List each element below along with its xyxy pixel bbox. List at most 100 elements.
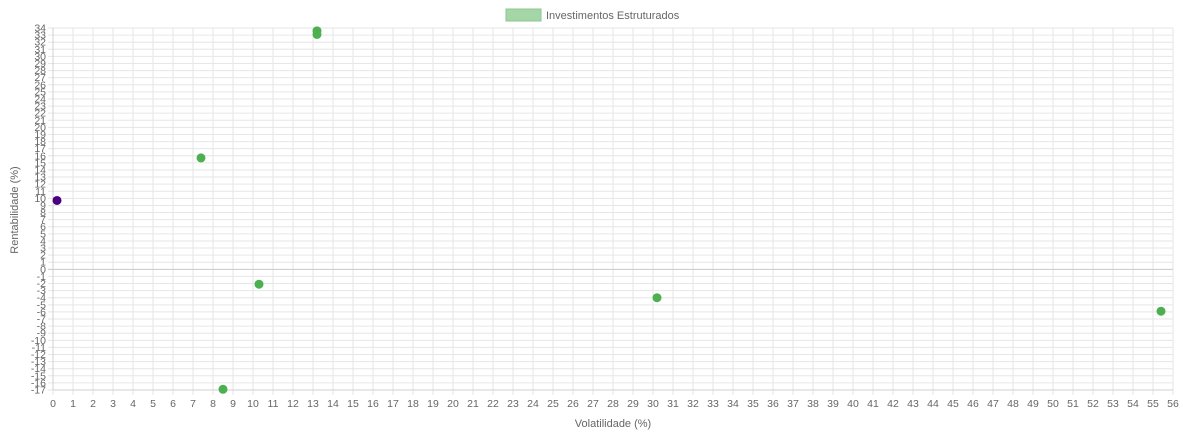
y-tick-label: 34 [34, 23, 46, 35]
x-tick-label: 18 [407, 398, 419, 410]
x-tick-label: 27 [587, 398, 599, 410]
x-tick-label: 22 [487, 398, 499, 410]
y-tick-label: 3 [40, 243, 46, 255]
y-tick-label: 6 [40, 221, 46, 233]
y-tick-label: 19 [34, 129, 46, 141]
y-tick-label: 0 [40, 264, 46, 276]
x-axis-title: Volatilidade (%) [575, 418, 651, 430]
y-tick-label: 23 [34, 101, 46, 113]
x-tick-label: 39 [827, 398, 839, 410]
y-tick-label: 17 [34, 143, 46, 155]
grid [48, 27, 1174, 395]
y-tick-label: 28 [34, 65, 46, 77]
y-tick-label: -6 [37, 306, 46, 318]
data-point[interactable] [218, 384, 228, 394]
y-tick-label: 27 [34, 72, 46, 84]
x-tick-label: 55 [1147, 398, 1159, 410]
y-tick-label: -7 [37, 314, 46, 326]
x-tick-label: 13 [307, 398, 319, 410]
y-tick-label: 11 [35, 186, 46, 198]
x-tick-label: 26 [567, 398, 579, 410]
x-tick-label: 50 [1047, 398, 1059, 410]
y-tick-label: 24 [34, 93, 46, 105]
x-tick-label: 32 [687, 398, 699, 410]
y-tick-label: -11 [32, 342, 47, 354]
y-tick-label: 29 [34, 58, 46, 70]
x-tick-label: 10 [247, 398, 259, 410]
y-tick-label: 2 [40, 250, 46, 262]
y-tick-label: -15 [31, 370, 46, 382]
x-tick-label: 54 [1127, 398, 1139, 410]
y-tick-label: 4 [40, 235, 46, 247]
y-tick-label: -2 [37, 278, 46, 290]
x-tick-label: 8 [210, 398, 216, 410]
x-tick-label: 25 [547, 398, 559, 410]
y-tick-label: 22 [34, 108, 46, 120]
data-point[interactable] [1156, 306, 1166, 316]
axes: 0 1 2 3 4 5 6 7 8 9 10 11 12 13 14 15 16 17 18 19 20 21 22 23 24… [31, 23, 1179, 411]
y-tick-label: 1 [40, 257, 46, 269]
y-tick-label: -4 [37, 292, 46, 304]
data-point[interactable] [254, 279, 264, 289]
x-tick-label: 15 [347, 398, 359, 410]
data-point[interactable] [52, 195, 62, 205]
x-tick-label: 49 [1027, 398, 1039, 410]
y-tick-label: -8 [37, 321, 46, 333]
x-tick-label: 24 [527, 398, 539, 410]
x-tick-label: 48 [1007, 398, 1019, 410]
y-tick-label: 20 [34, 122, 46, 134]
x-tick-label: 2 [90, 398, 96, 410]
y-tick-label: -16 [31, 377, 46, 389]
x-tick-label: 9 [230, 398, 236, 410]
x-tick-label: 0 [50, 398, 56, 410]
x-tick-label: 52 [1087, 398, 1099, 410]
x-tick-label: 41 [867, 398, 879, 410]
y-tick-label: -17 [31, 385, 46, 397]
y-tick-label: 33 [34, 30, 46, 42]
x-tick-label: 23 [507, 398, 519, 410]
y-tick-label: -9 [37, 328, 46, 340]
y-tick-label: 31 [34, 44, 46, 56]
y-tick-label: 14 [34, 164, 46, 176]
y-tick-label: 8 [40, 207, 46, 219]
x-tick-label: 1 [70, 398, 76, 410]
x-tick-label: 30 [647, 398, 659, 410]
x-tick-label: 3 [110, 398, 116, 410]
x-tick-label: 21 [467, 398, 479, 410]
x-tick-label: 12 [287, 398, 299, 410]
x-tick-label: 40 [847, 398, 859, 410]
data-point[interactable] [196, 153, 206, 163]
y-tick-label: -5 [37, 299, 46, 311]
legend-label: Investimentos Estruturados [546, 10, 680, 22]
y-tick-label: 30 [34, 51, 46, 63]
x-tick-label: 34 [727, 398, 739, 410]
x-tick-label: 16 [367, 398, 379, 410]
x-tick-label: 11 [268, 398, 279, 410]
x-tick-label: 4 [130, 398, 136, 410]
y-tick-label: 5 [40, 228, 46, 240]
legend[interactable]: Investimentos Estruturados [505, 8, 680, 22]
x-tick-label: 5 [150, 398, 156, 410]
y-tick-label: 16 [34, 150, 46, 162]
y-tick-label: -1 [37, 271, 46, 283]
y-tick-label: 32 [34, 37, 46, 49]
x-tick-label: 28 [607, 398, 619, 410]
data-points [52, 26, 1166, 394]
x-tick-label: 19 [427, 398, 439, 410]
data-point[interactable] [652, 293, 662, 303]
y-tick-label: -12 [31, 349, 46, 361]
y-tick-label: 21 [34, 115, 46, 127]
x-tick-label: 42 [887, 398, 899, 410]
x-tick-label: 35 [747, 398, 759, 410]
x-tick-label: 45 [947, 398, 959, 410]
x-tick-label: 51 [1067, 398, 1079, 410]
x-tick-label: 6 [170, 398, 176, 410]
legend-swatch [505, 8, 542, 22]
x-tick-label: 17 [387, 398, 399, 410]
y-tick-label: 7 [40, 214, 46, 226]
y-tick-label: -14 [31, 363, 46, 375]
x-tick-label: 43 [907, 398, 919, 410]
data-point[interactable] [312, 29, 322, 39]
